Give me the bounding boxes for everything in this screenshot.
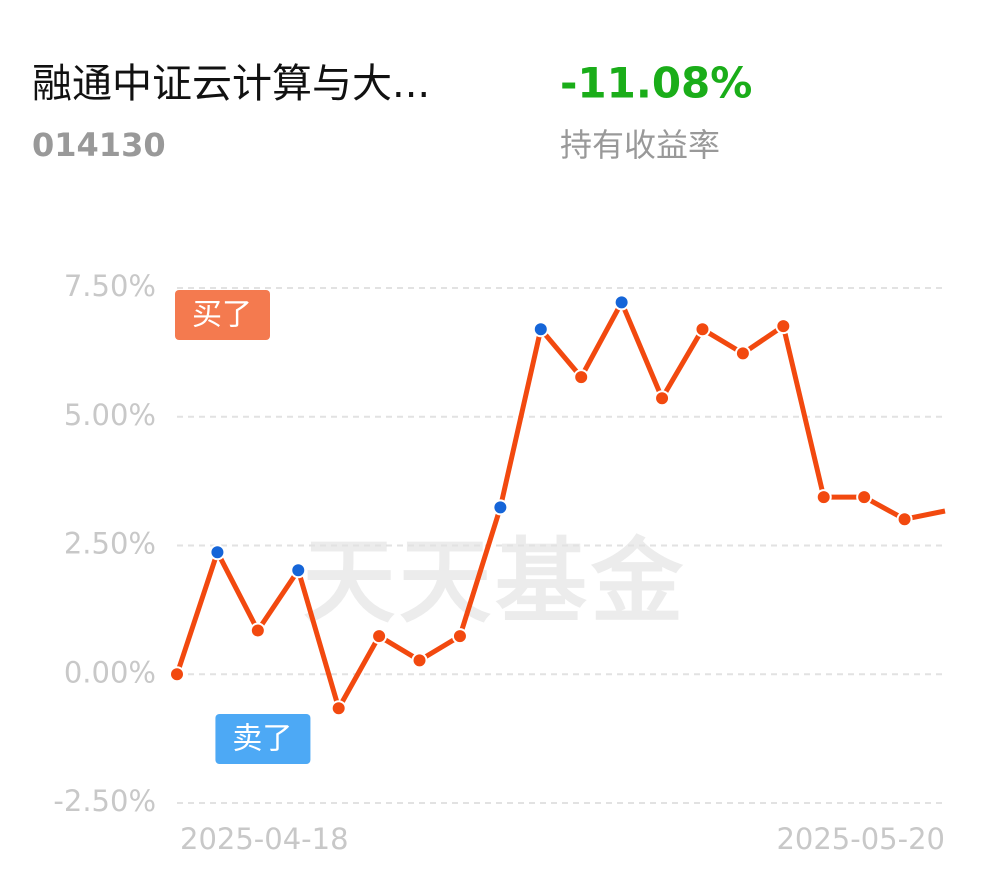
annotation-box [215, 714, 311, 764]
annotation-box [175, 290, 270, 340]
data-point [330, 700, 347, 717]
y-tick-label: 2.50% [64, 527, 156, 561]
data-point [492, 499, 509, 516]
data-point [249, 622, 266, 639]
data-point [371, 628, 388, 645]
y-tick-label: -2.50% [53, 784, 156, 818]
y-tick-label: 0.00% [64, 655, 156, 689]
return-value: -11.08% [560, 59, 752, 108]
data-point [613, 294, 630, 311]
data-point [209, 544, 226, 561]
line-series [174, 299, 946, 711]
y-tick-label: 5.00% [64, 398, 156, 432]
data-point [573, 369, 590, 386]
data-point [775, 318, 792, 335]
watermark: 天天基金 [303, 528, 687, 635]
annotation-label: 卖了 [232, 722, 292, 757]
data-point [815, 489, 832, 506]
annotation-label: 买了 [192, 298, 252, 333]
return-label: 持有收益率 [560, 126, 720, 164]
data-point [694, 321, 711, 338]
x-tick-label: 2025-05-20 [776, 822, 945, 856]
fund-code: 014130 [32, 126, 166, 164]
y-tick-label: 7.50% [64, 269, 156, 303]
data-point [856, 489, 873, 506]
data-point [451, 628, 468, 645]
data-point [169, 666, 185, 683]
x-tick-label: 2025-04-18 [180, 822, 349, 856]
data-point [411, 652, 428, 669]
data-point [532, 321, 549, 338]
fund-title: 融通中证云计算与大... [32, 61, 430, 107]
data-point [654, 390, 671, 407]
data-point [734, 345, 751, 362]
data-point [896, 511, 913, 528]
data-point [290, 562, 307, 579]
